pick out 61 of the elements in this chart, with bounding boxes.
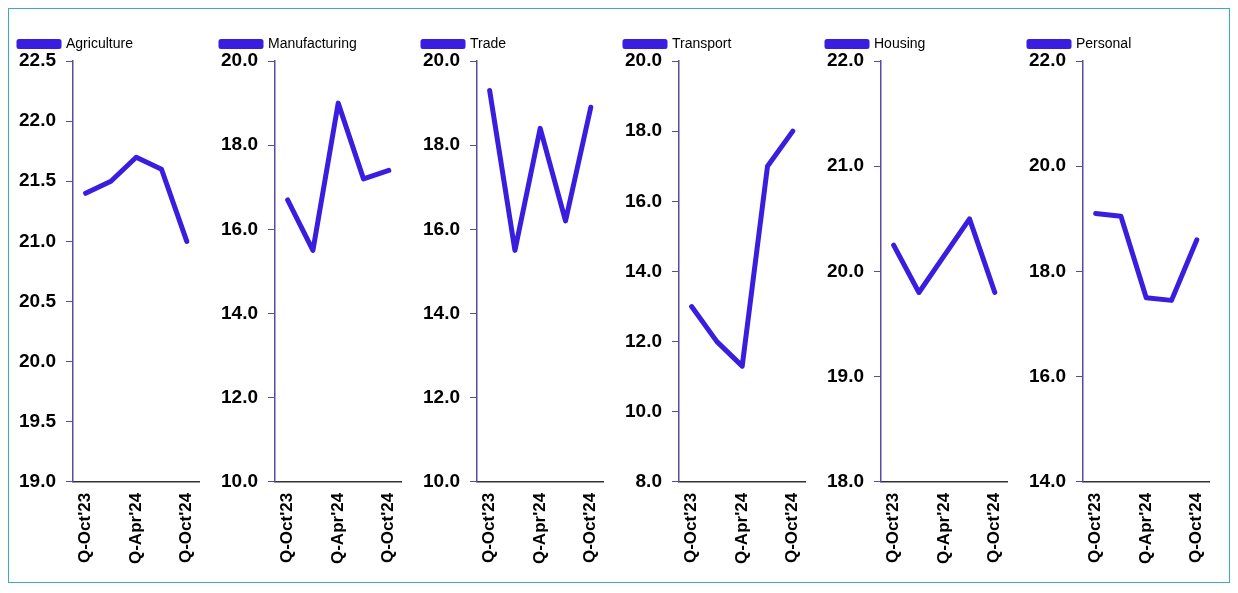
y-tick-label: 20.0	[19, 349, 56, 371]
x-tick-label: Q-Oct'23	[1085, 492, 1105, 564]
y-tick-label: 20.0	[625, 49, 662, 71]
y-tick-label: 18.0	[625, 119, 662, 141]
x-tick-label: Q-Oct'24	[1186, 492, 1206, 564]
y-tick-label: 10.0	[625, 399, 662, 421]
y-tick-label: 18.0	[221, 133, 258, 155]
x-tick-label: Q-Oct'24	[782, 492, 802, 564]
y-tick-label: 20.0	[827, 259, 864, 281]
legend-label: Trade	[470, 34, 507, 51]
x-tick-label: Q-Oct'23	[479, 492, 499, 564]
y-tick-label: 18.0	[423, 133, 460, 155]
x-tick-label: Q-Apr'24	[125, 492, 145, 565]
y-tick-label: 21.0	[19, 229, 56, 251]
y-tick-label: 19.0	[827, 364, 864, 386]
x-tick-label: Q-Oct'24	[984, 492, 1004, 564]
y-tick-label: 20.0	[423, 49, 460, 71]
y-tick-label: 14.0	[221, 301, 258, 323]
y-tick-label: 16.0	[625, 189, 662, 211]
y-tick-label: 12.0	[423, 385, 460, 407]
y-tick-label: 12.0	[221, 385, 258, 407]
y-tick-label: 22.5	[19, 49, 57, 71]
y-tick-label: 16.0	[423, 217, 460, 239]
y-tick-label: 19.5	[19, 409, 57, 431]
legend-label: Manufacturing	[268, 34, 357, 51]
y-tick-label: 21.0	[827, 154, 864, 176]
legend-label: Personal	[1076, 34, 1132, 51]
x-tick-label: Q-Oct'24	[580, 492, 600, 564]
y-tick-label: 20.0	[221, 49, 258, 71]
y-tick-label: 18.0	[1029, 259, 1066, 281]
y-tick-label: 20.5	[19, 289, 57, 311]
x-tick-label: Q-Apr'24	[529, 492, 549, 565]
x-tick-label: Q-Oct'23	[75, 492, 95, 564]
y-tick-label: 18.0	[827, 470, 864, 492]
y-tick-label: 14.0	[625, 259, 662, 281]
y-tick-label: 12.0	[625, 329, 662, 351]
y-tick-label: 10.0	[221, 470, 258, 492]
x-tick-label: Q-Oct'23	[883, 492, 903, 564]
x-tick-label: Q-Apr'24	[1135, 492, 1155, 565]
y-tick-label: 22.0	[1029, 49, 1066, 71]
x-tick-label: Q-Apr'24	[933, 492, 953, 565]
x-tick-label: Q-Oct'23	[277, 492, 297, 564]
x-tick-label: Q-Apr'24	[731, 492, 751, 565]
y-tick-label: 14.0	[1029, 470, 1066, 492]
y-tick-label: 22.0	[827, 49, 864, 71]
y-tick-label: 16.0	[221, 217, 258, 239]
x-tick-label: Q-Oct'24	[378, 492, 398, 564]
legend-label: Transport	[672, 34, 732, 51]
y-tick-label: 8.0	[635, 470, 662, 492]
x-tick-label: Q-Oct'24	[176, 492, 196, 564]
y-tick-label: 19.0	[19, 470, 56, 492]
y-tick-label: 14.0	[423, 301, 460, 323]
x-tick-label: Q-Apr'24	[327, 492, 347, 565]
y-tick-label: 16.0	[1029, 364, 1066, 386]
x-tick-label: Q-Oct'23	[681, 492, 701, 564]
y-tick-label: 10.0	[423, 470, 460, 492]
y-tick-label: 21.5	[19, 169, 57, 191]
legend-label: Housing	[874, 34, 926, 51]
y-tick-label: 20.0	[1029, 154, 1066, 176]
legend-label: Agriculture	[66, 34, 134, 51]
y-tick-label: 22.0	[19, 109, 56, 131]
